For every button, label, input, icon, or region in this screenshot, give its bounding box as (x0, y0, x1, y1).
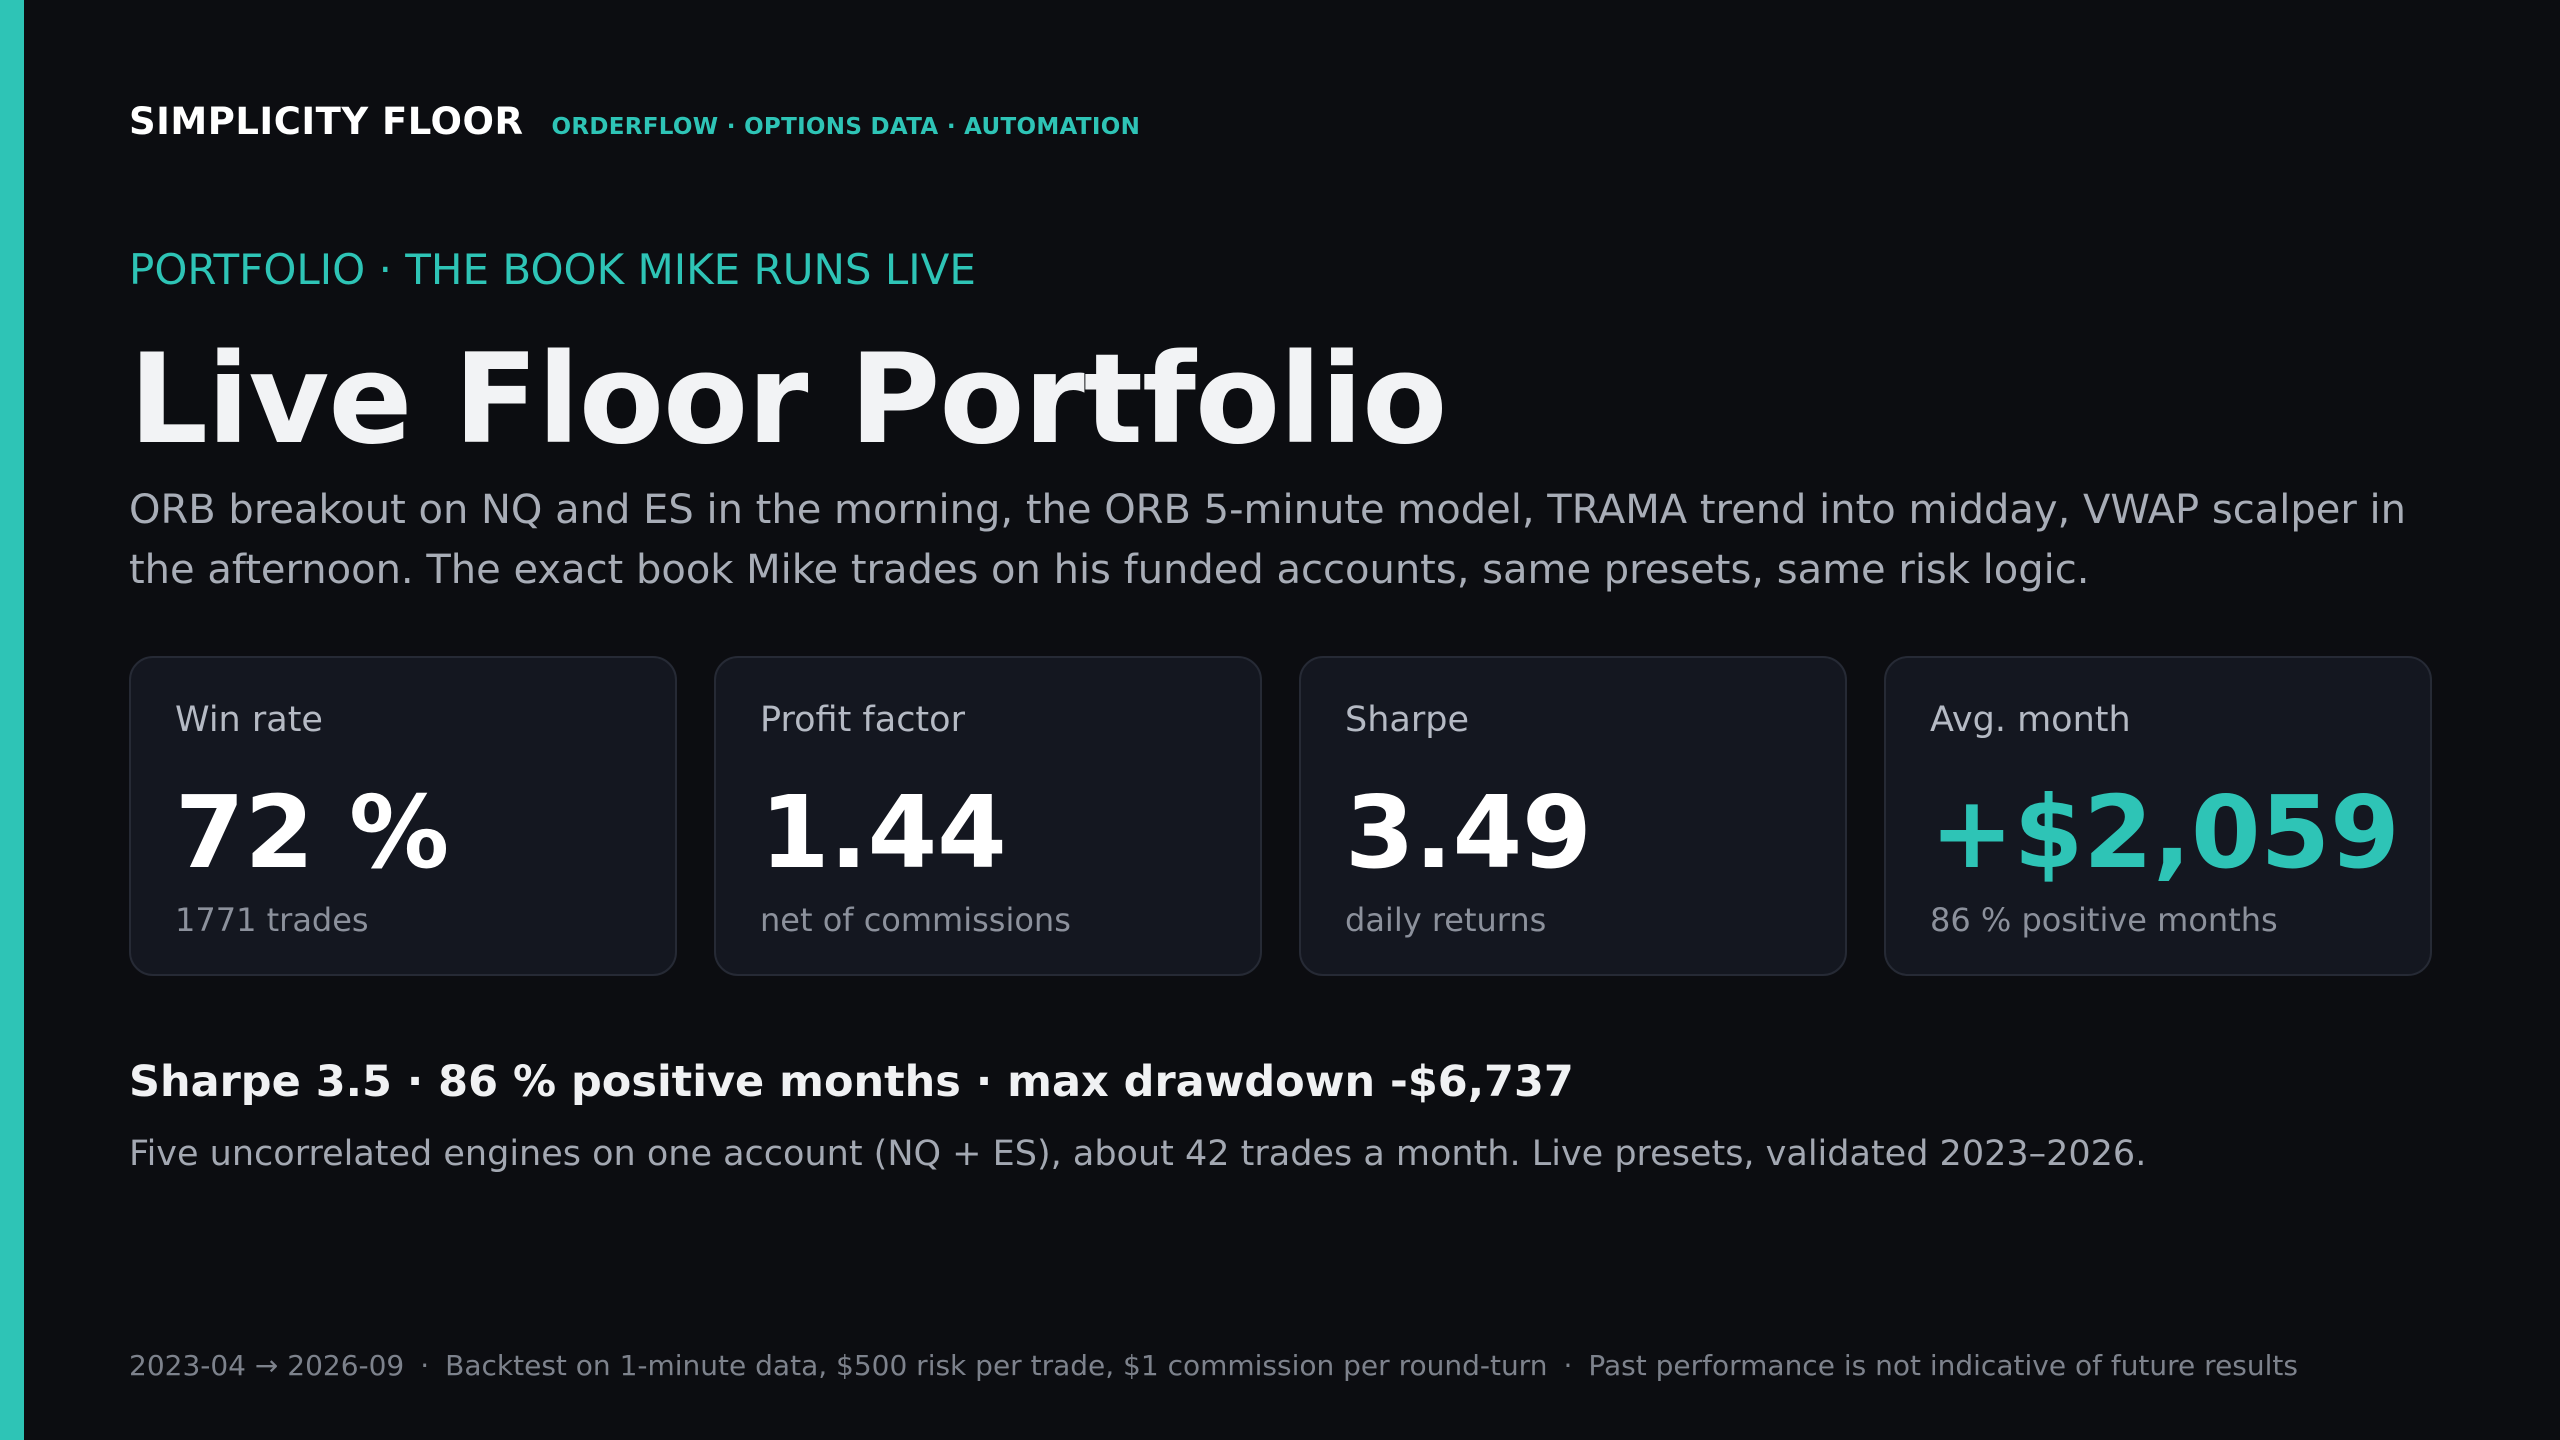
summary-detail: Five uncorrelated engines on one account… (129, 1134, 2147, 1174)
stat-value: 3.49 (1345, 774, 1592, 891)
stat-label: Profit factor (760, 700, 965, 740)
footer-methodology: Backtest on 1-minute data, $500 risk per… (445, 1349, 1548, 1382)
stat-value: +$2,059 (1930, 774, 2400, 891)
stat-card-win-rate: Win rate 72 % 1771 trades (129, 656, 677, 976)
footer-separator: · (1563, 1349, 1573, 1382)
stat-note: 86 % positive months (1930, 901, 2278, 939)
stat-note: daily returns (1345, 901, 1547, 939)
stat-card-sharpe: Sharpe 3.49 daily returns (1299, 656, 1847, 976)
stat-value: 72 % (175, 774, 450, 891)
stat-label: Sharpe (1345, 700, 1469, 740)
footer-period: 2023-04 → 2026-09 (129, 1349, 405, 1382)
footer-separator: · (420, 1349, 430, 1382)
stats-cards: Win rate 72 % 1771 trades Profit factor … (129, 656, 2432, 976)
stat-note: 1771 trades (175, 901, 369, 939)
brand-name: SIMPLICITY FLOOR (129, 100, 524, 143)
summary-headline: Sharpe 3.5 · 86 % positive months · max … (129, 1057, 1574, 1107)
stat-note: net of commissions (760, 901, 1071, 939)
stat-card-avg-month: Avg. month +$2,059 86 % positive months (1884, 656, 2432, 976)
brand-tagline: ORDERFLOW · OPTIONS DATA · AUTOMATION (551, 114, 1141, 140)
stat-card-profit-factor: Profit factor 1.44 net of commissions (714, 656, 1262, 976)
brand-header: SIMPLICITY FLOOR ORDERFLOW · OPTIONS DAT… (129, 100, 1140, 143)
section-eyebrow: PORTFOLIO · THE BOOK MIKE RUNS LIVE (129, 245, 976, 294)
stat-label: Win rate (175, 700, 323, 740)
portfolio-page: SIMPLICITY FLOOR ORDERFLOW · OPTIONS DAT… (129, 0, 2432, 1440)
page-title: Live Floor Portfolio (129, 328, 1447, 472)
stat-value: 1.44 (760, 774, 1007, 891)
accent-bar (0, 0, 24, 1440)
page-description: ORB breakout on NQ and ES in the morning… (129, 487, 2406, 593)
stat-label: Avg. month (1930, 700, 2131, 740)
footer-risk-disclaimer: Past performance is not indicative of fu… (1588, 1349, 2298, 1382)
footer-disclaimer: 2023-04 → 2026-09 · Backtest on 1-minute… (129, 1349, 2298, 1382)
